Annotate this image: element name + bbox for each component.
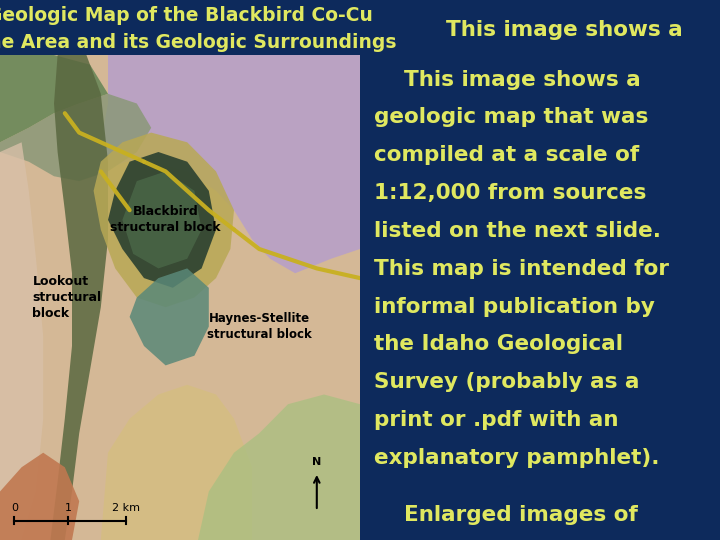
Text: This image shows a: This image shows a [374, 70, 641, 90]
Polygon shape [108, 152, 216, 288]
Polygon shape [50, 55, 108, 540]
Text: 1: 1 [65, 503, 72, 514]
Polygon shape [101, 385, 252, 540]
Text: N: N [312, 457, 321, 467]
Text: print or .pdf with an: print or .pdf with an [374, 410, 619, 430]
Text: geologic map that was: geologic map that was [374, 107, 649, 127]
Text: Haynes-Stellite
structural block: Haynes-Stellite structural block [207, 312, 312, 341]
Text: This map is intended for: This map is intended for [374, 259, 670, 279]
Text: Geologic Map of the Blackbird Co-Cu: Geologic Map of the Blackbird Co-Cu [0, 6, 373, 25]
Text: Blackbird
structural block: Blackbird structural block [110, 205, 221, 234]
Text: compiled at a scale of: compiled at a scale of [374, 145, 639, 165]
Polygon shape [0, 55, 108, 143]
Text: Enlarged images of: Enlarged images of [374, 505, 638, 525]
Polygon shape [122, 171, 202, 268]
Text: explanatory pamphlet).: explanatory pamphlet). [374, 448, 660, 468]
Text: Mine Area and its Geologic Surroundings: Mine Area and its Geologic Surroundings [0, 33, 397, 52]
Text: Lookout
structural
block: Lookout structural block [32, 275, 102, 320]
Text: listed on the next slide.: listed on the next slide. [374, 221, 662, 241]
Polygon shape [0, 94, 151, 181]
Polygon shape [0, 55, 360, 540]
Polygon shape [0, 453, 79, 540]
Polygon shape [101, 55, 360, 273]
Polygon shape [0, 55, 360, 540]
Text: Survey (probably as a: Survey (probably as a [374, 372, 640, 392]
Polygon shape [94, 133, 234, 307]
Polygon shape [0, 143, 43, 540]
Polygon shape [198, 395, 360, 540]
Text: 1:12,000 from sources: 1:12,000 from sources [374, 183, 647, 203]
Text: the Idaho Geological: the Idaho Geological [374, 334, 624, 354]
Polygon shape [130, 268, 209, 366]
Text: This image shows a: This image shows a [446, 20, 683, 40]
Text: 0: 0 [11, 503, 18, 514]
Text: 2 km: 2 km [112, 503, 140, 514]
Text: informal publication by: informal publication by [374, 296, 655, 316]
